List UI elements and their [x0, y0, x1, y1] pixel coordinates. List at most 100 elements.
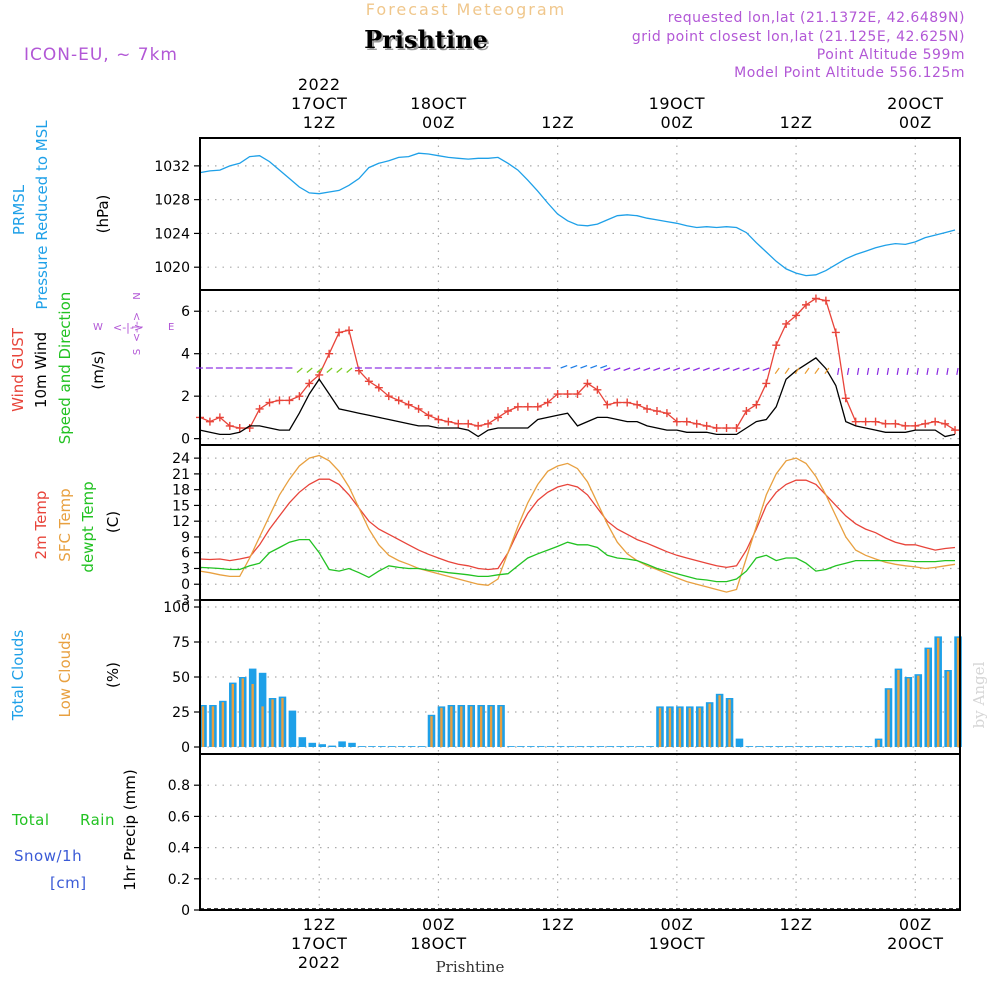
gust-marker — [831, 328, 840, 337]
watermark: by Angel — [970, 661, 988, 728]
y-tick-label: 15 — [172, 498, 190, 514]
y-tick-label: 18 — [172, 483, 190, 499]
total-cloud-bar — [586, 746, 595, 747]
total-cloud-bar — [556, 746, 565, 747]
time-tick-label: 12Z — [541, 915, 574, 934]
total-cloud-bar — [338, 741, 346, 747]
wind-arrow — [936, 367, 939, 376]
y-tick-label: 1020 — [154, 260, 190, 276]
gust-marker — [225, 421, 234, 430]
total-clouds-label: Total Clouds — [9, 630, 27, 722]
wind-arrow — [886, 367, 890, 376]
low-cloud-bar — [479, 706, 483, 747]
y-tick-label: 6 — [181, 304, 190, 320]
wind-arrow — [774, 367, 780, 375]
wind-arrow — [673, 367, 681, 371]
total-cloud-bar — [308, 742, 317, 747]
gust-marker — [871, 417, 880, 426]
y-tick-label: 12 — [172, 514, 190, 530]
low-cloud-bar — [887, 689, 890, 747]
low-cloud-bar — [430, 716, 433, 747]
gust-marker — [792, 311, 801, 320]
y-tick-label: 75 — [172, 635, 190, 651]
gust-marker — [305, 379, 314, 388]
gust-marker — [434, 415, 443, 424]
y-tick-label: 1028 — [154, 193, 190, 209]
wind-arrow — [752, 367, 760, 371]
time-tick-label: 17OCT — [291, 94, 347, 113]
gust-marker — [941, 419, 950, 428]
gust-marker — [841, 394, 850, 403]
compass-s: S — [132, 349, 143, 355]
time-tick-label: 18OCT — [410, 934, 466, 953]
low-cloud-bar — [201, 706, 205, 747]
low-cloud-bar — [728, 699, 731, 747]
time-tick-label: 12Z — [541, 113, 574, 132]
series-line-2m-temp — [199, 478, 956, 571]
sfc-label: SFC Temp — [56, 488, 74, 561]
requested-coords: requested lon,lat (21.1372E, 42.6489N) — [668, 10, 965, 26]
total-cloud-bar — [387, 746, 396, 747]
gust-marker — [374, 383, 383, 392]
gust-marker — [295, 392, 304, 401]
wind-arrow — [623, 367, 631, 371]
wind-arrow — [837, 367, 840, 376]
low-cloud-bar — [927, 649, 930, 747]
wind-arrow — [804, 367, 810, 375]
total-cloud-bar — [328, 745, 336, 747]
wind-arrow — [692, 367, 700, 371]
low-cloud-bar — [251, 684, 254, 747]
y-tick-label: -3 — [176, 593, 190, 609]
model-altitude: Model Point Altitude 556.125m — [734, 65, 965, 81]
gust-marker — [384, 392, 393, 401]
total-cloud-bar — [646, 746, 654, 747]
gust-marker — [712, 424, 721, 433]
gust-marker — [603, 400, 612, 409]
y-tick-label: 0.6 — [168, 809, 190, 825]
low-cloud-bar — [241, 678, 244, 747]
gust-marker — [623, 398, 632, 407]
y-tick-label: 0 — [181, 903, 190, 919]
wind-dir-label: Speed and Direction — [56, 292, 74, 445]
gust-marker — [742, 407, 751, 416]
precip-unit: 1hr Precip (mm) — [121, 769, 139, 890]
wind-arrow — [916, 367, 919, 376]
wind-arrow — [570, 365, 578, 369]
wind-arrow — [326, 367, 333, 373]
gust-marker — [335, 328, 344, 337]
y-tick-label: 25 — [172, 705, 190, 721]
gust-marker — [513, 402, 522, 411]
wind-unit: (m/s) — [89, 350, 107, 389]
y-tick-label: 0 — [181, 740, 190, 756]
y-tick-label: 0 — [181, 432, 190, 448]
y-tick-label: 0 — [181, 577, 190, 593]
low-cloud-bar — [877, 740, 880, 747]
gust-marker — [394, 396, 403, 405]
low-cloud-bar — [271, 699, 274, 747]
low-cloud-bar — [946, 671, 950, 747]
panel-frame — [199, 444, 961, 601]
y-tick-label: 1024 — [154, 226, 190, 242]
total-cloud-bar — [537, 746, 545, 747]
total-cloud-bar — [368, 746, 376, 747]
time-tick-label: 20OCT — [887, 94, 943, 113]
total-cloud-bar — [825, 746, 833, 747]
gust-marker — [802, 300, 811, 309]
gust-marker — [652, 407, 661, 416]
y-tick-label: 21 — [172, 467, 190, 483]
gust-marker — [891, 419, 900, 428]
total-cloud-bar — [288, 710, 297, 747]
time-tick-label: 00Z — [660, 915, 693, 934]
prmsl-label: PRMSL — [10, 184, 28, 235]
gust-marker — [464, 419, 473, 428]
low-cloud-bar — [718, 695, 721, 747]
gust-marker — [275, 396, 284, 405]
gust-marker — [285, 396, 294, 405]
time-tick-label: 17OCT — [291, 934, 347, 953]
time-tick-label: 20OCT — [887, 934, 943, 953]
low-clouds-label: Low Clouds — [56, 632, 74, 717]
gust-marker — [553, 390, 562, 399]
total-cloud-bar — [517, 746, 525, 747]
total-cloud-bar — [745, 746, 754, 747]
